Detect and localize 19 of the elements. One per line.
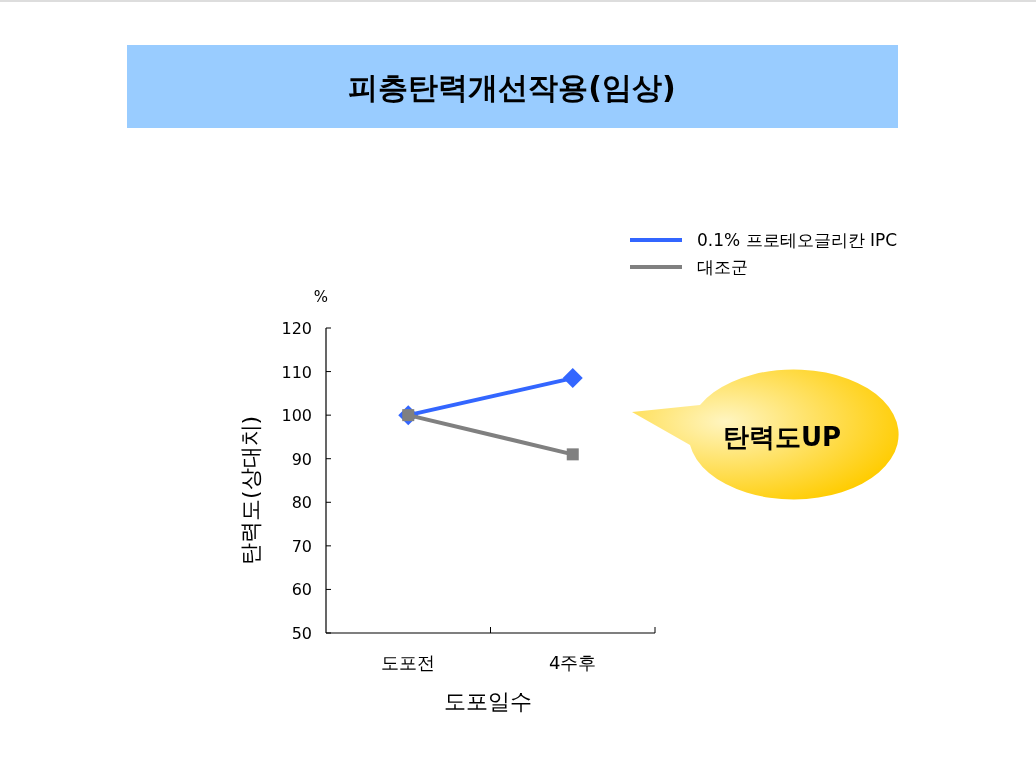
y-tick-label: 90 [291,449,312,469]
legend-label: 0.1% 프로테오글리칸 IPC [697,230,898,250]
x-tick-label: 4주후 [549,652,597,673]
text: % [313,288,329,306]
y-tick-label: 80 [291,493,312,513]
y-tick-label: 50 [291,624,312,643]
x-axis-title: 도포일수 [443,689,532,714]
point [562,368,583,389]
y-tick-label: 60 [291,580,312,600]
y-tick-label: 100 [281,406,312,426]
y-tick-label: 110 [281,362,312,382]
chart-title: 피층탄력개선작용(임상) [348,70,676,105]
y-tick-label: 120 [281,319,312,338]
x-tick-label: 도포전 [381,652,436,673]
text: 탄력도UP [722,422,842,452]
y-axis-title: 탄력도(상대치) [238,415,263,566]
point [566,448,579,461]
legend-label: 대조군 [697,257,748,277]
y-tick-label: 70 [291,536,312,556]
